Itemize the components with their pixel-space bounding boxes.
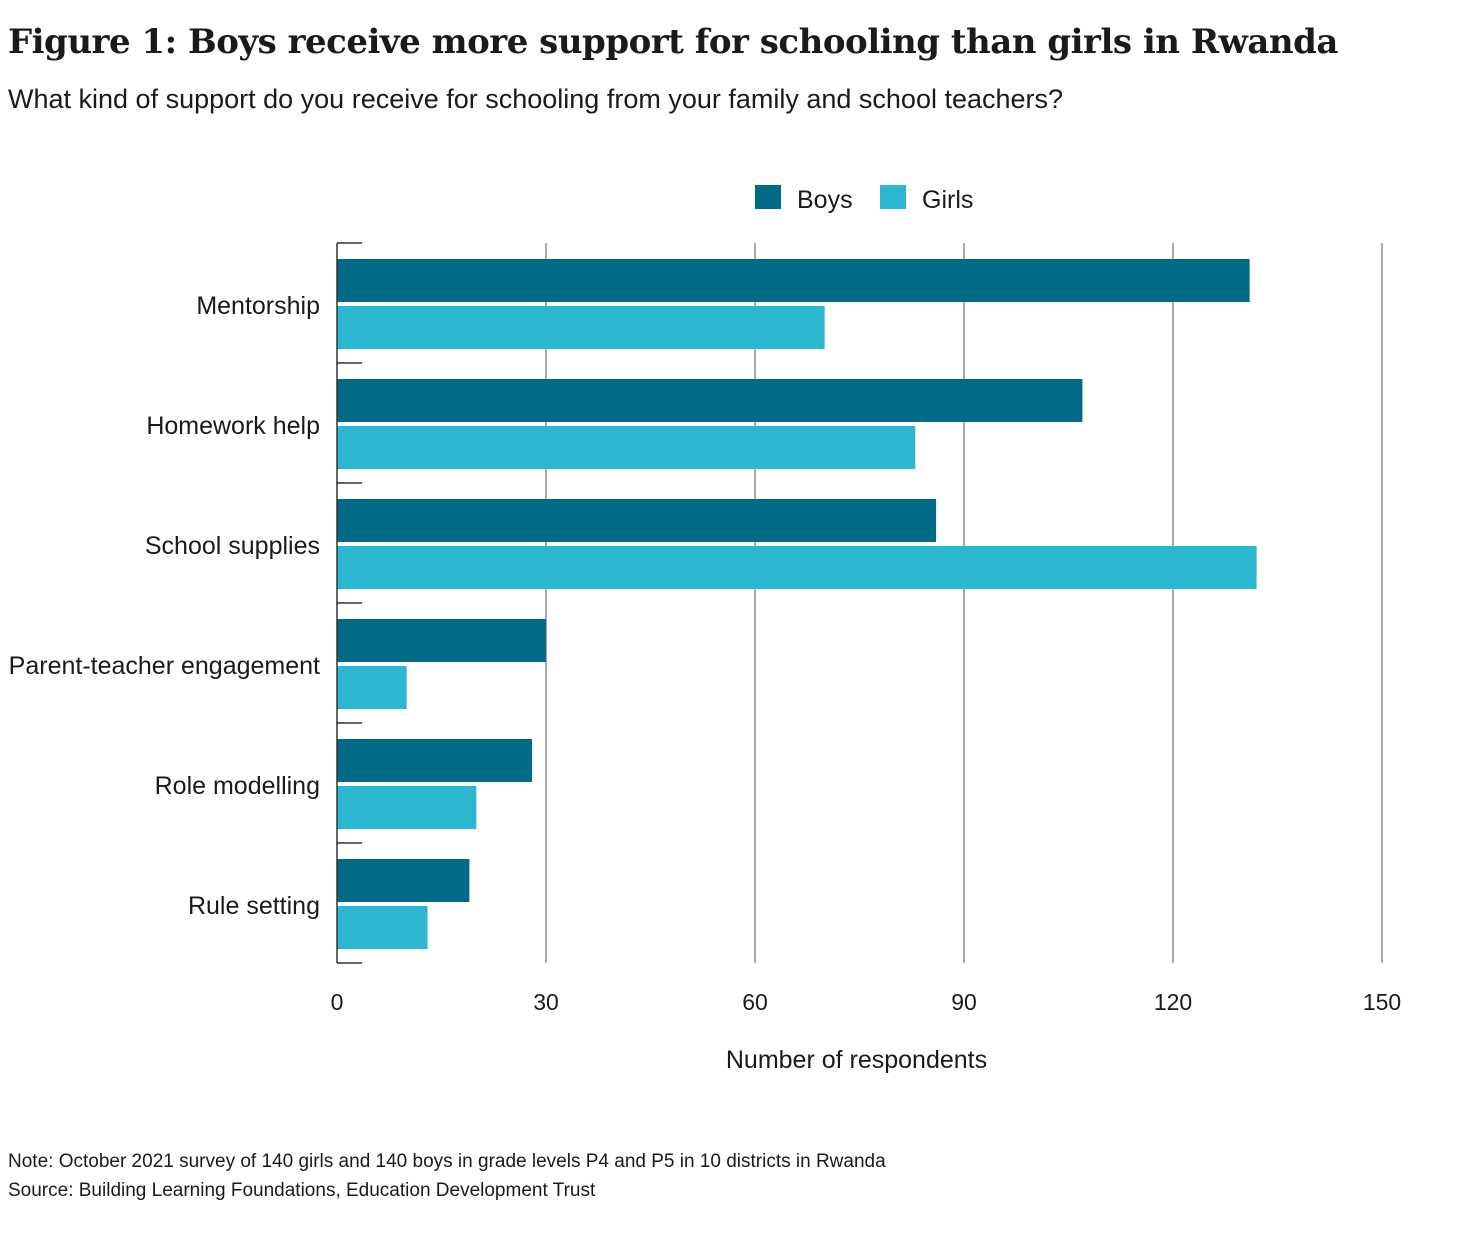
x-tick-label: 30 <box>533 989 559 1015</box>
category-label: Parent-teacher engagement <box>9 652 320 680</box>
chart-title: Figure 1: Boys receive more support for … <box>8 22 1338 62</box>
category-label: Role modelling <box>155 772 320 800</box>
source-note: Source: Building Learning Foundations, E… <box>8 1180 596 1201</box>
bars <box>337 259 1257 949</box>
bar-girls <box>337 426 916 469</box>
bar-boys <box>337 379 1083 422</box>
x-tick-label: 90 <box>951 989 977 1015</box>
x-tick-label: 0 <box>331 989 344 1015</box>
bar-girls <box>337 666 407 709</box>
x-tick-label: 120 <box>1154 989 1192 1015</box>
legend-swatch-girls <box>880 185 906 209</box>
bar-girls <box>337 906 428 949</box>
bar-boys <box>337 619 546 662</box>
category-label: School supplies <box>145 532 320 560</box>
bar-boys <box>337 259 1250 302</box>
axes: 0 30 60 90 120 150 Mentorship Homework help Scho… <box>9 242 1401 1074</box>
bar-girls <box>337 306 825 349</box>
legend-swatch-boys <box>755 185 781 209</box>
footnote: Note: October 2021 survey of 140 girls a… <box>8 1151 886 1172</box>
legend: Boys Girls <box>755 185 973 214</box>
x-tick-label: 150 <box>1363 989 1401 1015</box>
x-tick-label: 60 <box>742 989 768 1015</box>
gridlines <box>545 243 1383 963</box>
legend-label-boys: Boys <box>797 186 853 214</box>
category-label: Homework help <box>146 412 320 440</box>
chart-subtitle: What kind of support do you receive for … <box>8 84 1064 114</box>
x-axis-title: Number of respondents <box>726 1046 987 1074</box>
bar-girls <box>337 546 1257 589</box>
bar-boys <box>337 859 470 902</box>
bar-boys <box>337 739 533 782</box>
bar-girls <box>337 786 477 829</box>
category-label: Mentorship <box>196 292 320 320</box>
category-label: Rule setting <box>188 892 320 920</box>
legend-label-girls: Girls <box>922 186 973 214</box>
bar-boys <box>337 499 937 542</box>
